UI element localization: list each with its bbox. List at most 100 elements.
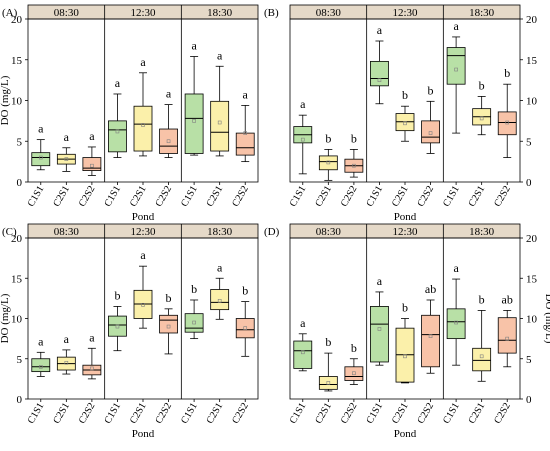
x-tick-label: C2S1 [51,184,72,209]
iqr-box [318,376,338,390]
box-c2s2: a C2S2 [154,87,178,209]
x-tick-label: C2S1 [205,401,226,426]
iqr-box [293,340,313,369]
panel-b: (B) 08:30 12:30 18:30 0 5 10 15 20 Pond a C1S1 b C2S1… [264,4,538,223]
y-tick-label: 10 [11,96,23,108]
iqr-box [235,132,255,156]
x-tick-label: C2S1 [313,401,334,426]
box-c2s2: a C2S2 [230,87,255,209]
significance-letter: a [38,334,44,348]
time-label: 18:30 [469,7,495,19]
x-tick-label: C1S1 [26,401,47,426]
time-label: 08:30 [54,7,80,19]
iqr-box [472,347,492,372]
mean-marker [64,360,69,365]
y-tick-label: 15 [11,273,23,285]
box-c2s1: a C2S1 [128,55,153,209]
mean-marker [352,163,356,168]
x-tick-label: C2S1 [205,184,226,209]
box-c2s2: b C2S2 [416,83,440,209]
significance-letter: b [114,288,120,302]
box-c1s1: a C1S1 [288,97,313,209]
box-c1s1: a C1S1 [179,38,204,209]
significance-letter: b [428,83,434,97]
time-label: 12:30 [392,226,418,238]
significance-letter: a [300,97,306,111]
box-c1s1: a C1S1 [441,19,466,209]
mean-marker [403,121,407,126]
time-label: 18:30 [207,7,233,19]
mean-marker [428,131,433,135]
mean-marker [217,120,222,125]
y-axis-title: DO (mg/L) [543,294,550,344]
mean-marker [300,137,305,142]
box-c1s1: b C1S1 [102,288,127,426]
box-c2s1: b C2S1 [467,78,492,209]
mean-marker [377,327,382,331]
box-c1s1: b C1S1 [179,282,204,426]
mean-marker [192,320,196,325]
x-tick-label: C1S1 [288,184,309,209]
x-tick-label: C2S2 [230,184,251,209]
significance-letter: a [217,48,223,62]
x-tick-label: C2S1 [51,401,72,426]
y-tick-label: 15 [11,55,23,67]
y-tick-label: 10 [526,96,538,108]
panel-label: (D) [264,226,280,238]
mean-marker [192,119,196,123]
significance-letter: a [115,76,121,90]
significance-letter: b [479,78,485,92]
significance-letter: a [166,87,172,101]
iqr-box [446,47,466,85]
significance-letter: ab [502,292,513,306]
significance-letter: b [325,335,331,349]
iqr-box [497,111,517,136]
mean-marker [505,336,510,341]
y-axis-title: DO (mg/L) [0,75,11,125]
y-tick-label: 20 [11,233,23,245]
y-tick-label: 15 [526,273,538,285]
box-c2s2: a C2S2 [77,330,102,426]
box-c1s1: a C1S1 [288,316,313,426]
significance-letter: a [453,261,459,275]
mean-marker [115,324,120,329]
significance-letter: a [64,332,70,346]
mean-marker [38,364,43,369]
y-tick-label: 5 [17,354,23,366]
iqr-box [497,317,517,354]
significance-letter: a [217,260,223,274]
significance-letter: a [377,274,383,288]
iqr-box [318,155,338,171]
iqr-box [235,318,255,339]
x-tick-label: C2S1 [128,401,149,426]
panel-label: (C) [2,226,17,238]
y-tick-label: 5 [526,354,532,366]
x-tick-label: C2S2 [492,184,513,209]
y-tick-label: 5 [17,136,23,148]
time-label: 12:30 [130,7,156,19]
iqr-box [159,314,178,334]
mean-marker [243,326,248,330]
x-tick-label: C2S2 [416,401,437,426]
x-axis-title: Pond [394,428,417,440]
box-c2s1: b C2S1 [390,301,415,426]
box-c1s1: a C1S1 [26,334,51,426]
x-tick-label: C2S2 [339,401,360,426]
box-c2s1: a C2S1 [51,332,76,426]
x-tick-label: C1S1 [441,184,462,209]
iqr-box [133,105,153,152]
significance-letter: b [242,284,248,298]
significance-letter: b [402,88,408,102]
box-c2s1: a C2S1 [205,48,230,209]
x-tick-label: C2S2 [154,401,175,426]
significance-letter: a [377,23,383,37]
time-label: 12:30 [392,7,418,19]
mean-marker [90,366,94,371]
significance-letter: a [140,248,146,262]
box-c2s1: b C2S1 [313,131,338,209]
x-tick-label: C2S2 [77,401,98,426]
mean-marker [141,123,145,127]
